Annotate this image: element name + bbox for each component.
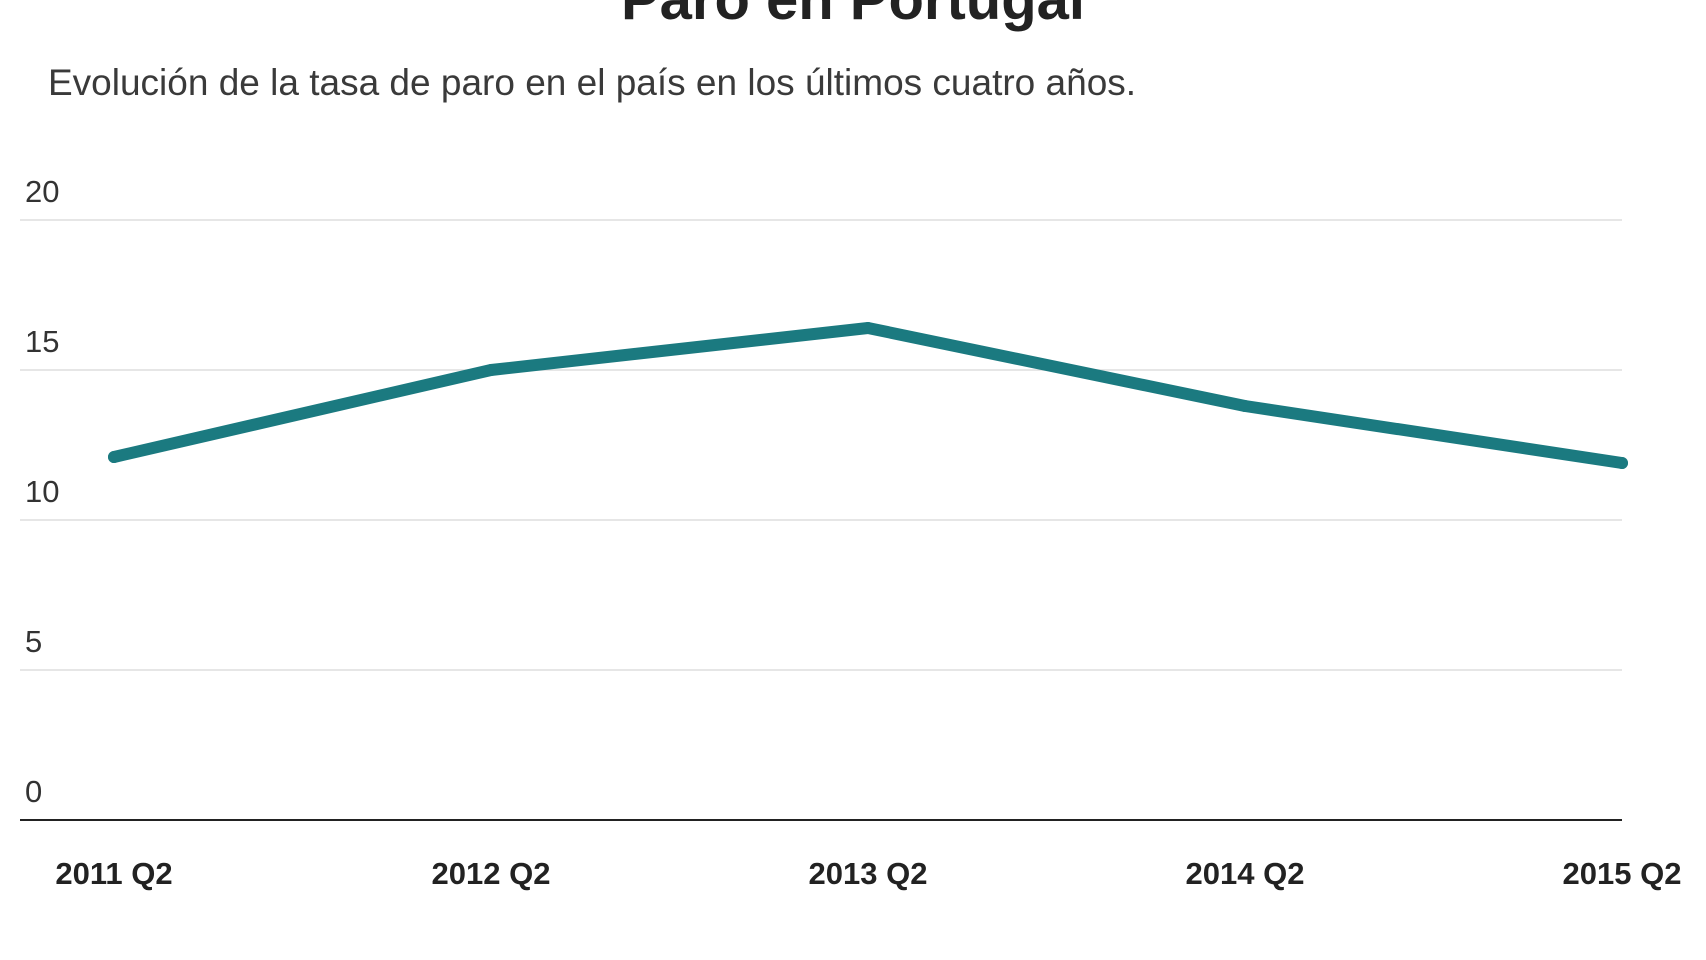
chart-title: Paro en Portugal — [0, 0, 1706, 33]
data-point — [1239, 400, 1251, 412]
x-tick-label: 2013 Q2 — [809, 856, 928, 891]
data-point — [862, 322, 874, 334]
y-tick-label: 20 — [25, 174, 59, 209]
x-tick-label: 2012 Q2 — [432, 856, 551, 891]
y-tick-label: 10 — [25, 474, 59, 509]
chart-subtitle: Evolución de la tasa de paro en el país … — [48, 62, 1137, 103]
data-point — [1616, 457, 1628, 469]
y-tick-label: 15 — [25, 324, 59, 359]
series-line — [108, 322, 1628, 469]
data-point — [108, 451, 120, 463]
x-tick-label: 2015 Q2 — [1563, 856, 1682, 891]
x-tick-label: 2011 Q2 — [55, 856, 172, 891]
y-axis-ticks: 0 5 10 15 20 — [25, 174, 59, 809]
series-layer — [108, 322, 1628, 469]
x-tick-label: 2014 Q2 — [1186, 856, 1305, 891]
gridlines — [20, 219, 1622, 821]
y-tick-label: 0 — [25, 774, 42, 809]
data-point — [485, 364, 497, 376]
x-axis-ticks: 2011 Q2 2012 Q2 2013 Q2 2014 Q2 2015 Q2 — [55, 856, 1681, 891]
y-tick-label: 5 — [25, 624, 42, 659]
